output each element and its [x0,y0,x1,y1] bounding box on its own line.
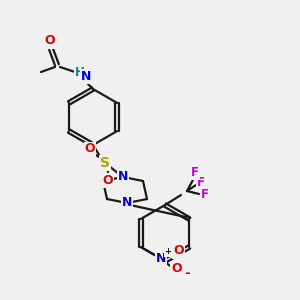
Text: N: N [118,170,128,184]
Text: N: N [118,170,128,184]
Text: N: N [122,196,132,209]
Text: -: - [184,266,190,280]
Text: N: N [156,253,166,266]
Text: H: H [75,65,85,79]
Text: O: O [45,34,55,47]
Text: O: O [173,244,184,257]
Text: O: O [85,142,95,155]
Text: N: N [81,70,91,83]
Text: +: + [164,248,171,256]
Text: F: F [197,176,205,190]
Text: S: S [100,156,110,170]
Text: O: O [171,262,182,275]
Text: F: F [191,167,199,179]
Text: O: O [103,173,113,187]
Text: F: F [201,188,209,202]
